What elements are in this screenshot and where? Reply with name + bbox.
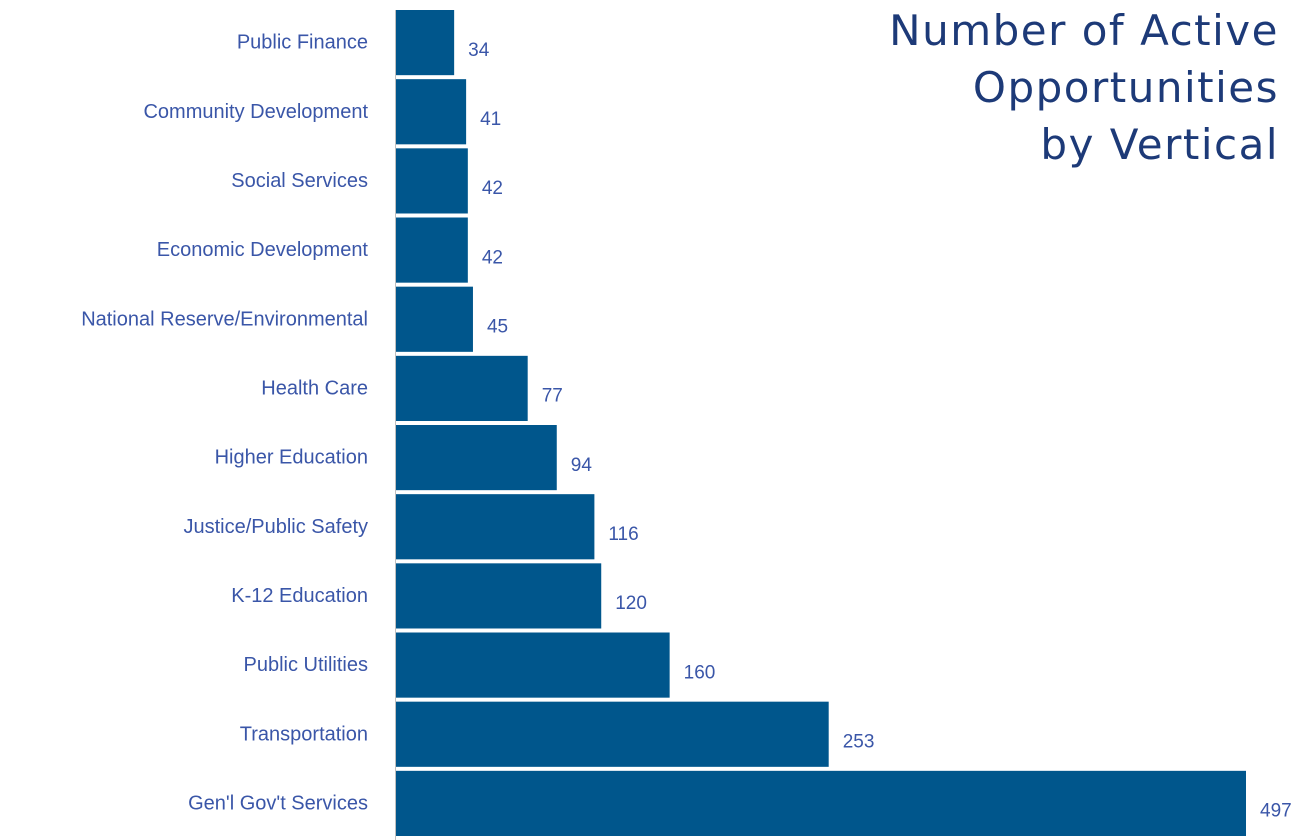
category-label-economic-development: Economic Development — [157, 239, 369, 261]
value-labels-group: 34 41 42 42 45 77 94 116 120 160 253 497 — [468, 40, 1292, 822]
bar-national-reserve-environmental — [396, 286, 473, 352]
bars-group — [396, 10, 1246, 836]
category-label-transportation: Transportation — [240, 723, 368, 745]
bar-higher-education — [396, 425, 557, 491]
bar-k-12-education — [396, 563, 602, 629]
category-label-higher-education: Higher Education — [215, 447, 368, 469]
value-label-public-finance: 34 — [468, 40, 490, 61]
value-label-national-reserve-environmental: 45 — [487, 317, 508, 338]
category-label-gen-l-gov-t-services: Gen'l Gov't Services — [188, 792, 368, 814]
category-label-justice-public-safety: Justice/Public Safety — [183, 516, 368, 538]
category-label-public-finance: Public Finance — [237, 32, 368, 54]
value-label-gen-l-gov-t-services: 497 — [1260, 801, 1292, 822]
value-label-k-12-education: 120 — [615, 593, 647, 614]
category-label-k-12-education: K-12 Education — [231, 585, 368, 607]
category-labels-group: Public Finance Community Development Socia… — [81, 32, 368, 815]
value-label-health-care: 77 — [542, 386, 563, 407]
bar-economic-development — [396, 217, 468, 283]
bar-public-finance — [396, 10, 455, 76]
value-label-community-development: 41 — [480, 109, 501, 130]
bar-justice-public-safety — [396, 494, 595, 560]
category-label-community-development: Community Development — [143, 101, 368, 123]
category-label-national-reserve-environmental: National Reserve/Environmental — [81, 308, 368, 330]
bar-health-care — [396, 355, 528, 421]
chart-title-line-2: Opportunities — [972, 63, 1279, 112]
bar-social-services — [396, 148, 468, 214]
value-label-social-services: 42 — [482, 178, 503, 199]
bar-gen-l-gov-t-services — [396, 770, 1246, 836]
category-label-public-utilities: Public Utilities — [244, 654, 368, 676]
chart-title-line-1: Number of Active — [889, 6, 1279, 55]
chart-title-line-3: by Vertical — [1040, 120, 1279, 169]
value-label-public-utilities: 160 — [684, 662, 716, 683]
bar-transportation — [396, 701, 829, 767]
category-label-health-care: Health Care — [261, 377, 368, 399]
value-label-higher-education: 94 — [571, 455, 593, 476]
bar-public-utilities — [396, 632, 670, 698]
category-label-social-services: Social Services — [231, 170, 368, 192]
value-label-transportation: 253 — [843, 732, 875, 753]
bar-community-development — [396, 79, 467, 145]
value-label-justice-public-safety: 116 — [608, 524, 638, 545]
chart-title: Number of Active Opportunities by Vertic… — [719, 2, 1279, 173]
value-label-economic-development: 42 — [482, 247, 503, 268]
